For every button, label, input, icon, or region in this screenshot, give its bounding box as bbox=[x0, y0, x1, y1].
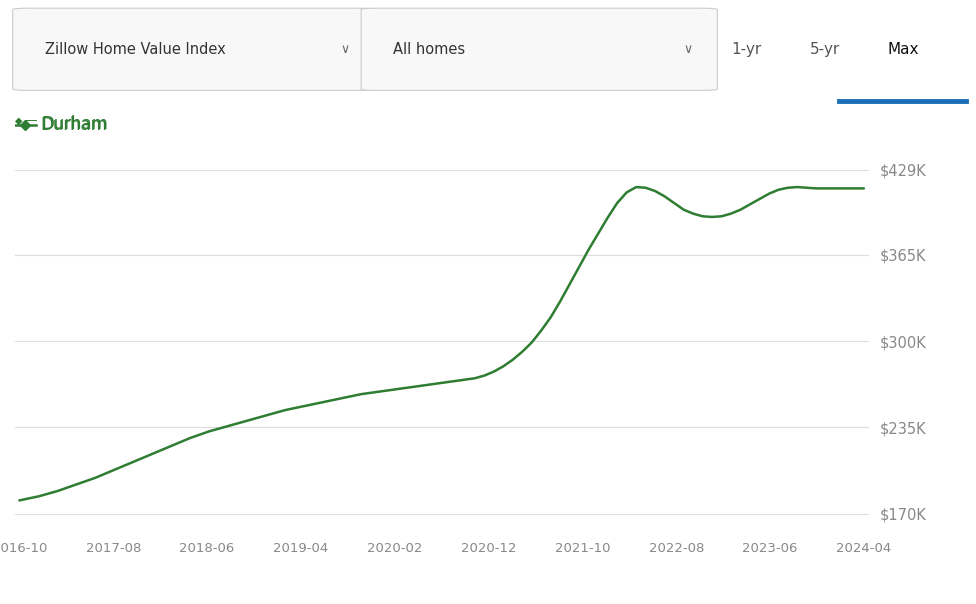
Text: Durham: Durham bbox=[41, 115, 108, 133]
FancyBboxPatch shape bbox=[13, 8, 374, 91]
Text: ◆: ◆ bbox=[15, 116, 22, 126]
FancyBboxPatch shape bbox=[361, 8, 717, 91]
Text: ∨: ∨ bbox=[341, 43, 349, 56]
Text: ∨: ∨ bbox=[684, 43, 693, 56]
Text: 5-yr: 5-yr bbox=[810, 42, 839, 57]
Text: —: — bbox=[24, 114, 37, 127]
Text: All homes: All homes bbox=[393, 42, 466, 57]
Text: Zillow Home Value Index: Zillow Home Value Index bbox=[45, 42, 225, 57]
Text: 1-yr: 1-yr bbox=[732, 42, 761, 57]
Text: Max: Max bbox=[887, 42, 918, 57]
Text: Durham: Durham bbox=[40, 117, 107, 134]
